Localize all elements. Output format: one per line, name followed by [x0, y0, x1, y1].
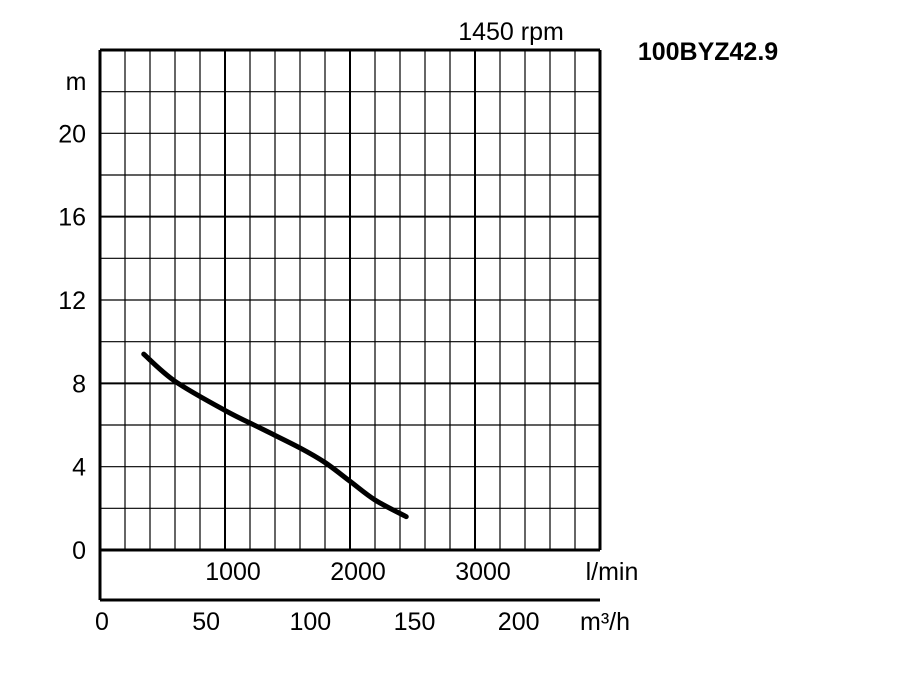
x-axis-m3h-tick-labels: 0 50 100 150 200 [95, 608, 539, 636]
x-axis-lmin-unit-label: l/min [586, 558, 639, 586]
y-tick-label: 8 [72, 370, 86, 398]
x-lmin-tick-label: 2000 [330, 558, 386, 586]
model-title: 100BYZ42.9 [638, 38, 778, 66]
x-axis-m3h-unit-label: m³/h [580, 608, 630, 636]
speed-label: 1450 rpm [458, 18, 564, 46]
y-tick-label: 20 [58, 120, 86, 148]
y-axis-unit-label: m [66, 68, 87, 96]
y-axis-tick-labels: 0 4 8 12 16 20 [58, 120, 86, 565]
major-grid [100, 50, 600, 550]
x-axis-lmin-tick-labels: 1000 2000 3000 [205, 558, 511, 586]
y-tick-label: 12 [58, 287, 86, 315]
chart-frame [98, 48, 602, 602]
x-m3h-tick-label: 200 [498, 608, 540, 636]
y-tick-label: 4 [72, 454, 86, 482]
y-tick-label: 16 [58, 204, 86, 232]
x-m3h-tick-label: 0 [95, 608, 109, 636]
x-m3h-tick-label: 150 [394, 608, 436, 636]
x-m3h-tick-label: 100 [289, 608, 331, 636]
head-flow-curve [141, 351, 409, 520]
y-tick-label: 0 [72, 537, 86, 565]
x-lmin-tick-label: 1000 [205, 558, 261, 586]
x-lmin-tick-label: 3000 [455, 558, 511, 586]
x-m3h-tick-label: 50 [192, 608, 220, 636]
